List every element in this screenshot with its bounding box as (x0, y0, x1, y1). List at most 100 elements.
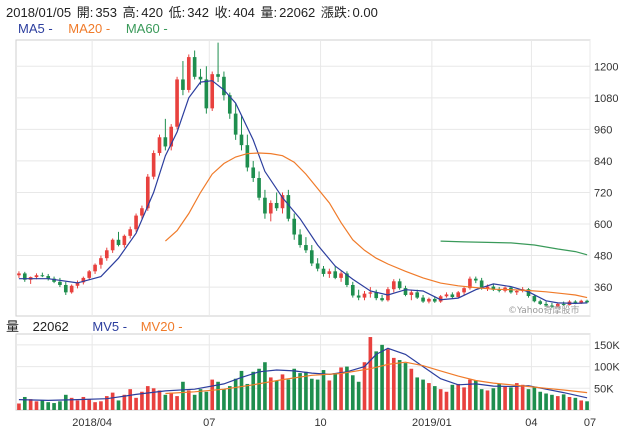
volume-bar (380, 344, 384, 410)
candle-up (468, 278, 472, 289)
candle-down (257, 178, 261, 198)
volume-tick-label: 100K (594, 362, 620, 374)
axis-labels: 360 480 600 720 840 960 1080 1200 50K 100K 150K 201… (72, 61, 620, 429)
volume-bar (58, 401, 62, 410)
grid-lines (16, 40, 591, 410)
volume-bar (99, 401, 103, 410)
volume-bar (22, 396, 27, 410)
candle-up (169, 126, 174, 147)
candle-up (391, 281, 396, 290)
ma5-line (18, 80, 588, 305)
candle-up (555, 303, 560, 307)
volume-bar (292, 368, 297, 410)
volume-bar (69, 397, 74, 410)
candle-down (374, 292, 379, 299)
candle-up (104, 250, 109, 259)
volume-bar (104, 396, 109, 410)
candle-down (350, 284, 355, 296)
candle-up (34, 275, 39, 278)
volume-bar (345, 366, 349, 410)
volume-bar (421, 379, 425, 410)
candle-down (204, 79, 209, 109)
volume-bar (274, 380, 279, 410)
legend-ma5: MA5 - (18, 21, 53, 36)
candle-down (245, 145, 250, 168)
ma-legend: MA5 - MA20 - MA60 - (18, 21, 180, 36)
x-tick-label: 2019/01 (412, 417, 452, 429)
volume-bar (75, 400, 80, 410)
volume-bar (555, 396, 560, 410)
volume-bar (110, 392, 115, 410)
volume-bar (263, 362, 267, 410)
candle-down (251, 167, 256, 178)
open-label: 開: (76, 5, 94, 20)
candle-up (444, 294, 449, 297)
candle-up (368, 292, 373, 294)
volume-title-label: 量 (6, 319, 20, 334)
volume-bar (514, 383, 519, 410)
volume-bar (87, 399, 92, 410)
candle-up (427, 298, 431, 302)
candle-up (485, 286, 490, 289)
volume-bar (28, 399, 33, 410)
volume-bar (538, 391, 543, 410)
candle-up (514, 291, 519, 293)
quote-header: 2018/01/05 開: 353 高: 420 低: 342 收: 404 量: 220… (6, 2, 380, 20)
candle-up (186, 57, 191, 90)
volume-bar (567, 396, 572, 410)
candle-down (192, 57, 197, 77)
candle-up (93, 264, 97, 272)
candle-up (75, 282, 80, 286)
candle-up (69, 285, 74, 293)
candle-up (210, 74, 215, 109)
candle-down (216, 74, 220, 77)
price-tick-label: 360 (594, 282, 612, 294)
candle-down (239, 134, 244, 146)
high-label: 高: (122, 5, 140, 20)
x-tick-label: 07 (203, 417, 215, 429)
ma20-line (164, 152, 588, 299)
candle-down (432, 298, 437, 302)
candle-down (479, 280, 484, 289)
volume-bar (227, 386, 232, 410)
candle-up (456, 292, 461, 298)
volume-bar (350, 375, 355, 410)
volume-bar (432, 386, 437, 410)
volume-bar (245, 383, 250, 410)
volume-bar (134, 397, 138, 410)
price-tick-label: 1200 (594, 61, 618, 73)
candle-up (122, 235, 127, 246)
candle-down (181, 79, 185, 90)
volume-bar (415, 377, 420, 410)
price-tick-label: 1080 (594, 93, 618, 105)
candle-down (473, 278, 478, 281)
candle-down (116, 239, 121, 246)
moving-average-lines (18, 80, 588, 402)
candle-up (339, 273, 343, 278)
volume-bar (309, 378, 314, 410)
candle-down (233, 113, 238, 135)
volume-bar (362, 362, 367, 410)
legend-ma60: MA60 - (125, 21, 168, 36)
candle-up (268, 202, 273, 214)
x-tick-label: 2018/04 (72, 417, 112, 429)
candle-down (309, 250, 314, 264)
volume-bar (327, 380, 332, 410)
x-tick-label: 04 (525, 417, 537, 429)
candle-up (151, 153, 156, 177)
volume-bar (550, 394, 554, 410)
volume-bar (204, 391, 209, 410)
candle-down (304, 245, 308, 251)
volume-bar (128, 389, 133, 410)
volume-bar (157, 390, 162, 410)
candle-up (140, 208, 144, 216)
change-value: 0.00 (352, 5, 378, 20)
volume-bar (251, 371, 256, 410)
candle-up (99, 258, 103, 265)
candle-up (110, 239, 115, 251)
volume-bar (544, 393, 548, 410)
volume-bar (280, 374, 285, 410)
price-tick-label: 840 (594, 156, 612, 168)
candle-down (52, 278, 56, 282)
